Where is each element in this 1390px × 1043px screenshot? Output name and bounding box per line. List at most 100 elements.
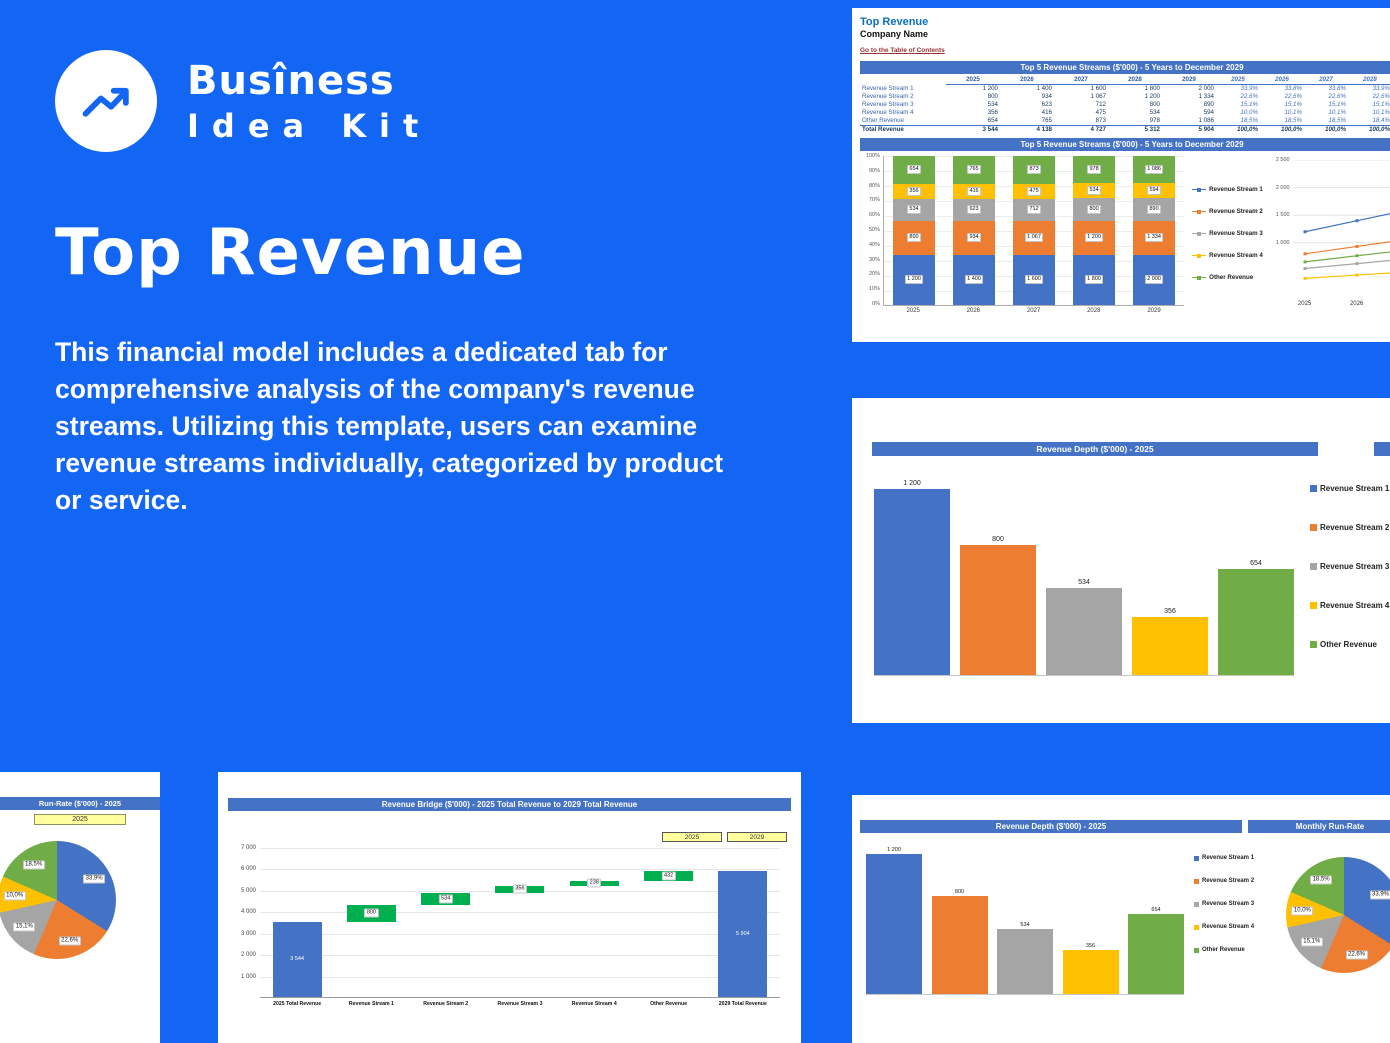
bar-value-label: 534: [906, 205, 922, 215]
toc-link[interactable]: Go to the Table of Contents: [860, 47, 945, 54]
bar-segment: 1 400: [953, 254, 996, 305]
bar-column: 800: [960, 480, 1036, 675]
legend-square-icon: [1310, 563, 1317, 570]
stacked-bar: 1 600 1 067 712 475 873: [1013, 156, 1056, 305]
trend-arrow-icon: [82, 87, 129, 117]
legend-square-icon: [1310, 485, 1317, 492]
total-pct-cell: 100,0%: [1216, 125, 1260, 134]
bar-segment: 1 600: [1013, 254, 1056, 305]
year-select-cell[interactable]: 2025: [34, 814, 126, 825]
depth-chart-legend: Revenue Stream 1 Revenue Stream 2 Revenue …: [1294, 480, 1389, 676]
runrate-panel: Run-Rate ($'000) - 2025 2025 33,9% 22,6% 1…: [0, 772, 160, 1043]
pct-cell: 33,9%: [1372, 85, 1390, 92]
value-cell: 594: [1203, 109, 1214, 116]
bar-column: 356: [1132, 480, 1208, 675]
legend-line-marker-icon: [1192, 231, 1207, 236]
year-to-cell[interactable]: 2029: [727, 832, 787, 842]
stacked-bar-plot: 1 200 800 534 356 654 1 400 934 623 416 765 1 600 1…: [883, 156, 1185, 306]
pct-year-column-header: 2025: [1216, 76, 1260, 85]
legend-label: Revenue Stream 3: [1209, 230, 1263, 237]
legend-item: Revenue Stream 3: [1192, 230, 1264, 237]
legend-marker: [1197, 209, 1202, 214]
value-cell: 534: [1149, 109, 1160, 116]
pie-value-label: 15,1%: [13, 922, 36, 932]
bar: 800: [346, 904, 396, 922]
bar-value-label: 238: [587, 878, 602, 888]
bar-value-label: 356: [1164, 608, 1176, 616]
x-axis-label: 2025 Total Revenue: [273, 1001, 322, 1007]
value-cell: 765: [1041, 117, 1052, 124]
bar-segment: 712: [1013, 198, 1056, 221]
bar: [997, 928, 1053, 994]
total-value-cell: 3 544: [946, 125, 1000, 134]
bar-value-label: 800: [992, 536, 1004, 544]
value-cell: 654: [987, 117, 998, 124]
bottom-right-panel: Revenue Depth ($'000) - 2025 Monthly Run…: [852, 795, 1390, 1043]
waterfall-column: 238: [557, 848, 631, 997]
bar-value-label: 712: [1026, 205, 1042, 215]
bar-segment: 534: [1073, 183, 1116, 199]
table-corner-cell: [860, 76, 946, 85]
bar-segment: 934: [953, 220, 996, 255]
value-cell: 1 334: [1198, 93, 1214, 100]
bar-value-label: 800: [954, 889, 965, 895]
legend-item: Revenue Stream 1: [1310, 484, 1389, 493]
pct-cell: 22,6%: [1372, 93, 1390, 100]
depth-bar-plot: 1 200 800 534 356 654: [874, 480, 1294, 676]
bar-value-label: 594: [1146, 186, 1162, 196]
year-column-header: 2026: [1000, 76, 1054, 85]
y-axis-tick: 30%: [869, 256, 881, 263]
depth-chart: 1 200 800 534 356 654 Revenue Stream 1 Revenu…: [874, 480, 1389, 676]
year-column-header: 2028: [1108, 76, 1162, 85]
legend-label: Revenue Stream 3: [1202, 901, 1255, 907]
bridge-waterfall-chart: 7 000 6 000 5 000 4 000 3 000 2 000 1 000 3 54…: [230, 845, 780, 1007]
bar-value-label: 534: [1086, 186, 1102, 196]
bar-value-label: 765: [966, 165, 982, 175]
year-from-cell[interactable]: 2025: [662, 832, 722, 842]
bar-column: 800: [931, 847, 988, 994]
bridge-x-axis: 2025 Total Revenue Revenue Stream 1 Revenu…: [260, 1001, 780, 1007]
bar-segment: 873: [1013, 156, 1056, 184]
bar-segment: 623: [953, 198, 996, 221]
bar-column: 1 200: [866, 847, 922, 994]
bar: [931, 896, 988, 994]
pct-cell: 15,1%: [1328, 101, 1346, 108]
pie-value-label: 10,0%: [3, 891, 26, 901]
total-pct-cell: 100,0%: [1260, 125, 1304, 134]
gridline: [260, 976, 780, 978]
y-axis-tick: 1 500: [1275, 212, 1290, 219]
pie-value-label: 10,0%: [1291, 906, 1314, 916]
y-axis-tick: 5 000: [240, 887, 256, 894]
y-axis-tick: 70%: [869, 197, 881, 204]
legend-marker: [1197, 231, 1202, 236]
pct-cell: 15,1%: [1240, 101, 1258, 108]
legend-label: Revenue Stream 2: [1320, 523, 1390, 532]
bar-value-label: 1 200: [887, 847, 901, 853]
bar-value-label: 800: [364, 908, 379, 918]
total-value-cell: 4 727: [1054, 125, 1108, 134]
y-axis-tick: 2 000: [1275, 184, 1290, 191]
legend-marker: [1197, 253, 1202, 258]
y-axis-tick: 0%: [872, 300, 881, 307]
pct-cell: 15,1%: [1372, 101, 1390, 108]
bar-value-label: 432: [661, 871, 676, 881]
sheet-title: Top Revenue: [860, 16, 929, 28]
value-cell: 1 600: [1090, 85, 1106, 92]
row-label: Revenue Stream 3: [862, 101, 914, 108]
depth2-title-bar: Revenue Depth ($'000) - 2025: [860, 820, 1242, 833]
bridge-plot-wrap: 3 544 800 534 356 238 432 5 904 2025 Total Rev…: [260, 848, 780, 1007]
bar-segment: 978: [1073, 156, 1116, 184]
legend-item: Revenue Stream 4: [1192, 252, 1264, 259]
bar-value-label: 1 334: [1144, 233, 1164, 243]
bar-value-label: 534: [438, 894, 453, 904]
total-value-cell: 5 904: [1162, 125, 1216, 134]
pct-cell: 22,6%: [1284, 93, 1302, 100]
runrate-title-bar: Run-Rate ($'000) - 2025: [0, 797, 160, 810]
pct-cell: 22,6%: [1240, 93, 1258, 100]
bar-segment: 534: [893, 198, 936, 221]
bridge-title-bar: Revenue Bridge ($'000) - 2025 Total Reve…: [228, 798, 791, 811]
clipped-section-strip: [1374, 442, 1390, 456]
legend-marker: [1197, 275, 1202, 280]
waterfall-column: 800: [334, 848, 408, 997]
gridline: [260, 933, 780, 935]
